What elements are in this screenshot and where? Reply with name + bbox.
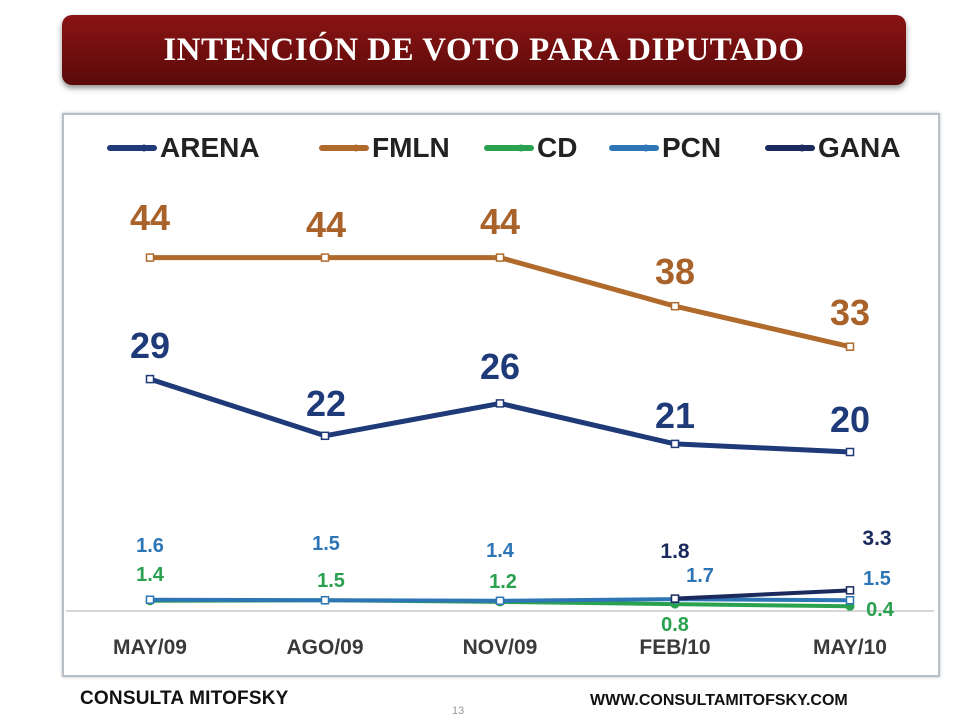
- data-point: [845, 447, 855, 457]
- data-label-fmln: 44: [130, 197, 170, 238]
- data-label-pcn: 1.5: [863, 568, 891, 590]
- data-point: [320, 431, 330, 441]
- title-banner: INTENCIÓN DE VOTO PARA DIPUTADO: [62, 15, 906, 85]
- data-point: [495, 253, 505, 262]
- data-label-fmln: 44: [480, 201, 520, 242]
- data-point: [495, 399, 505, 408]
- legend-label: FMLN: [372, 132, 450, 163]
- data-point: [145, 374, 155, 384]
- legend-marker: [798, 144, 806, 152]
- data-point: [845, 342, 855, 351]
- data-point: [320, 253, 330, 262]
- series-line-gana: [674, 588, 851, 601]
- data-label-gana: 1.8: [660, 540, 690, 563]
- x-tick-label: NOV/09: [463, 636, 538, 659]
- data-point: [145, 253, 155, 262]
- legend-marker: [140, 144, 148, 152]
- data-label-cd: 0.4: [866, 599, 895, 621]
- data-label-pcn: 1.4: [486, 540, 515, 562]
- data-label-pcn: 1.7: [686, 565, 714, 587]
- series-line-fmln: [150, 255, 851, 350]
- x-tick-label: FEB/10: [639, 636, 710, 659]
- data-point: [670, 439, 680, 449]
- data-label-arena: 26: [480, 346, 520, 387]
- data-label-cd: 1.5: [317, 570, 345, 592]
- series-line-arena: [149, 376, 851, 455]
- x-tick-label: AGO/09: [286, 636, 363, 659]
- x-tick-label: MAY/10: [813, 636, 887, 659]
- footer-brand: CONSULTA MITOFSKY: [80, 688, 289, 709]
- data-label-arena: 21: [655, 395, 695, 436]
- x-tick-label: MAY/09: [113, 636, 187, 659]
- data-label-cd: 1.2: [489, 571, 517, 593]
- data-point: [845, 586, 855, 595]
- page-title: INTENCIÓN DE VOTO PARA DIPUTADO: [163, 31, 805, 68]
- data-point: [145, 595, 155, 604]
- legend-marker: [642, 144, 650, 152]
- data-label-cd: 0.8: [661, 614, 689, 636]
- page-number: 13: [452, 705, 465, 717]
- data-label-arena: 22: [306, 383, 346, 424]
- legend-label: GANA: [818, 132, 900, 163]
- data-point: [320, 596, 330, 605]
- legend-marker: [517, 144, 525, 152]
- legend-label: PCN: [662, 132, 721, 163]
- data-label-pcn: 1.5: [312, 533, 340, 555]
- data-label-fmln: 44: [306, 204, 346, 245]
- data-label-arena: 20: [830, 399, 870, 440]
- data-point: [670, 301, 680, 311]
- legend-label: CD: [537, 132, 577, 163]
- data-label-fmln: 33: [830, 292, 870, 333]
- data-label-fmln: 38: [655, 251, 695, 292]
- data-point: [495, 596, 505, 606]
- data-point: [670, 594, 680, 603]
- legend-marker: [352, 144, 360, 152]
- legend-label: ARENA: [160, 132, 260, 163]
- chart-frame: [62, 113, 940, 677]
- footer-website: WWW.CONSULTAMITOFSKY.COM: [590, 692, 848, 709]
- data-point: [845, 596, 855, 605]
- data-label-cd: 1.4: [136, 564, 165, 586]
- data-label-arena: 29: [130, 325, 170, 366]
- data-label-pcn: 1.6: [136, 535, 164, 557]
- data-label-gana: 3.3: [862, 527, 891, 550]
